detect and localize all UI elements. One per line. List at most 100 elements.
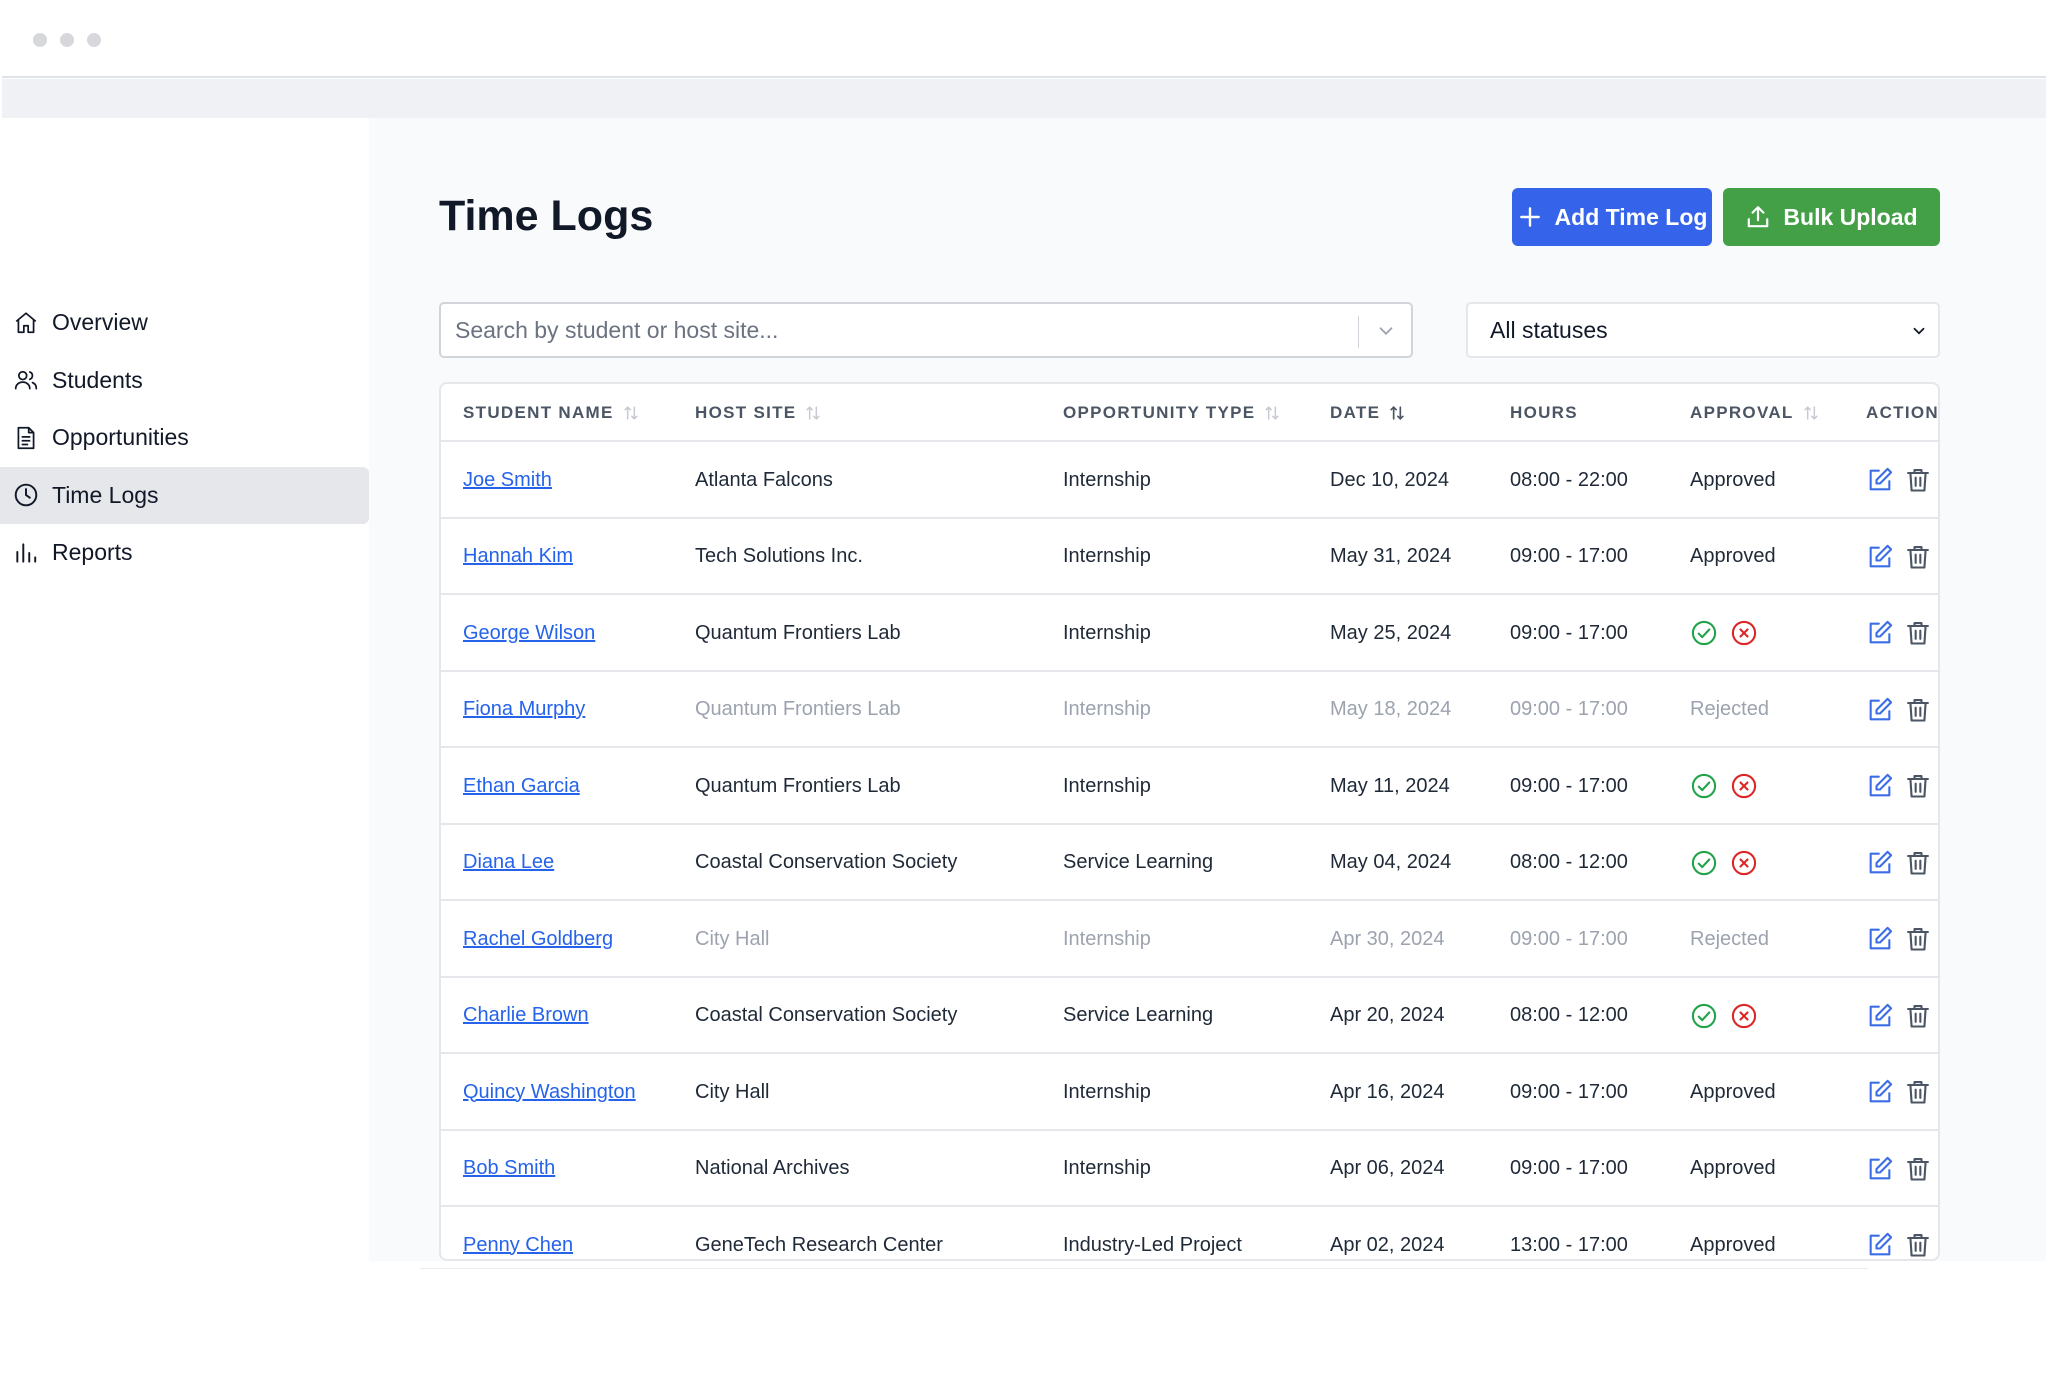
cell-hours: 09:00 - 17:00 (1510, 1157, 1628, 1179)
approve-icon[interactable] (1690, 772, 1718, 800)
window-maximize-dot[interactable] (87, 33, 101, 47)
approve-icon[interactable] (1690, 619, 1718, 647)
student-name-link[interactable]: Joe Smith (463, 468, 552, 491)
cell-date: Apr 20, 2024 (1330, 1004, 1445, 1026)
cell-actions (1866, 978, 1938, 1054)
cell-actions (1866, 442, 1938, 518)
sidebar-item-time-logs[interactable]: Time Logs (0, 466, 369, 524)
cell-approval: Approved (1690, 519, 1776, 595)
edit-icon[interactable] (1866, 925, 1894, 953)
plus-icon (1519, 207, 1540, 227)
window-close-dot[interactable] (33, 33, 47, 47)
bulk-upload-label: Bulk Upload (1783, 203, 1918, 230)
cell-approval: Rejected (1690, 672, 1769, 748)
status-filter-select[interactable]: All statuses (1466, 302, 1940, 358)
cell-actions (1866, 1207, 1938, 1259)
student-name-link[interactable]: Penny Chen (463, 1233, 574, 1256)
trash-icon[interactable] (1904, 772, 1932, 800)
cell-student-name: Quincy Washington (463, 1054, 636, 1130)
edit-icon[interactable] (1866, 849, 1894, 877)
cell-actions (1866, 672, 1938, 748)
approve-icon[interactable] (1690, 849, 1718, 877)
table-row: Diana Lee Coastal Conservation Society Ser… (441, 825, 1938, 901)
trash-icon[interactable] (1904, 925, 1932, 953)
reject-icon[interactable] (1730, 772, 1758, 800)
add-time-log-button[interactable]: Add Time Log (1512, 188, 1712, 246)
student-name-link[interactable]: Fiona Murphy (463, 698, 586, 720)
reject-icon[interactable] (1730, 619, 1758, 647)
trash-icon[interactable] (1904, 619, 1932, 647)
edit-icon[interactable] (1866, 1002, 1894, 1030)
student-name-link[interactable]: Diana Lee (463, 851, 555, 873)
student-name-link[interactable]: Charlie Brown (463, 1004, 589, 1026)
reject-icon[interactable] (1730, 849, 1758, 877)
clock-icon (13, 482, 39, 508)
trash-icon[interactable] (1904, 543, 1932, 571)
trash-icon[interactable] (1904, 696, 1932, 724)
cell-hours: 09:00 - 17:00 (1510, 774, 1628, 797)
cell-approval (1690, 978, 1770, 1054)
trash-icon[interactable] (1904, 1078, 1932, 1106)
search-box[interactable] (439, 302, 1413, 358)
trash-icon[interactable] (1904, 1155, 1932, 1183)
student-name-link[interactable]: Rachel Goldberg (463, 927, 614, 950)
student-name-link[interactable]: George Wilson (463, 621, 596, 644)
search-divider (1358, 316, 1359, 348)
page-title: Time Logs (439, 192, 654, 240)
sidebar-item-opportunities[interactable]: Opportunities (0, 409, 369, 467)
cell-opportunity-type: Industry-Led Project (1063, 1233, 1242, 1256)
cell-approval: Approved (1690, 1054, 1776, 1130)
student-name-link[interactable]: Bob Smith (463, 1157, 556, 1179)
column-header-date[interactable]: DATE (1330, 384, 1407, 442)
column-header-host-site[interactable]: HOST SITE (695, 384, 823, 442)
cell-opportunity-type: Internship (1063, 927, 1151, 950)
student-name-link[interactable]: Quincy Washington (463, 1080, 636, 1103)
student-name-link[interactable]: Hannah Kim (463, 545, 574, 567)
column-header-opportunity-type[interactable]: OPPORTUNITY TYPE (1063, 384, 1282, 442)
sidebar-item-overview[interactable]: Overview (0, 294, 369, 352)
approve-icon[interactable] (1690, 1002, 1718, 1030)
edit-icon[interactable] (1866, 543, 1894, 571)
reject-icon[interactable] (1730, 1002, 1758, 1030)
trash-icon[interactable] (1904, 1231, 1932, 1259)
trash-icon[interactable] (1904, 1002, 1932, 1030)
cell-date: May 04, 2024 (1330, 851, 1452, 873)
bulk-upload-button[interactable]: Bulk Upload (1723, 188, 1940, 246)
trash-icon[interactable] (1904, 466, 1932, 494)
column-header-student-name[interactable]: STUDENT NAME (463, 384, 641, 442)
edit-icon[interactable] (1866, 1155, 1894, 1183)
sort-icon (624, 406, 638, 420)
edit-icon[interactable] (1866, 466, 1894, 494)
window-minimize-dot[interactable] (60, 33, 74, 47)
status-filter-value: All statuses (1490, 316, 1608, 343)
cell-opportunity-type: Internship (1063, 545, 1151, 567)
cell-student-name: Joe Smith (463, 442, 552, 518)
cell-approval: Approved (1690, 442, 1776, 518)
edit-icon[interactable] (1866, 1078, 1894, 1106)
add-time-log-label: Add Time Log (1554, 203, 1708, 230)
upload-icon (1748, 206, 1769, 228)
sidebar-item-students[interactable]: Students (0, 352, 369, 410)
chevron-down-icon[interactable] (1375, 320, 1397, 342)
student-name-link[interactable]: Ethan Garcia (463, 774, 580, 797)
sidebar-item-reports[interactable]: Reports (0, 524, 369, 582)
edit-icon[interactable] (1866, 772, 1894, 800)
trash-icon[interactable] (1904, 849, 1932, 877)
cell-hours: 09:00 - 17:00 (1510, 927, 1628, 950)
chevron-down-icon (1913, 327, 1925, 335)
cell-actions (1866, 519, 1938, 595)
search-input[interactable] (441, 316, 1341, 344)
approval-status: Approved (1690, 1080, 1776, 1103)
sort-icon (806, 406, 821, 420)
edit-icon[interactable] (1866, 1231, 1894, 1259)
cell-opportunity-type: Internship (1063, 774, 1151, 797)
approval-status: Approved (1690, 1157, 1776, 1179)
cell-host-site: Quantum Frontiers Lab (695, 698, 901, 720)
sidebar-item-label: Reports (52, 539, 133, 566)
column-header-approval[interactable]: APPROVAL (1690, 384, 1821, 442)
main-content: Time Logs Add Time Log Bulk Upload All s… (369, 118, 2046, 1261)
edit-icon[interactable] (1866, 696, 1894, 724)
cell-student-name: Penny Chen (463, 1207, 574, 1259)
cell-actions (1866, 748, 1938, 824)
edit-icon[interactable] (1866, 619, 1894, 647)
